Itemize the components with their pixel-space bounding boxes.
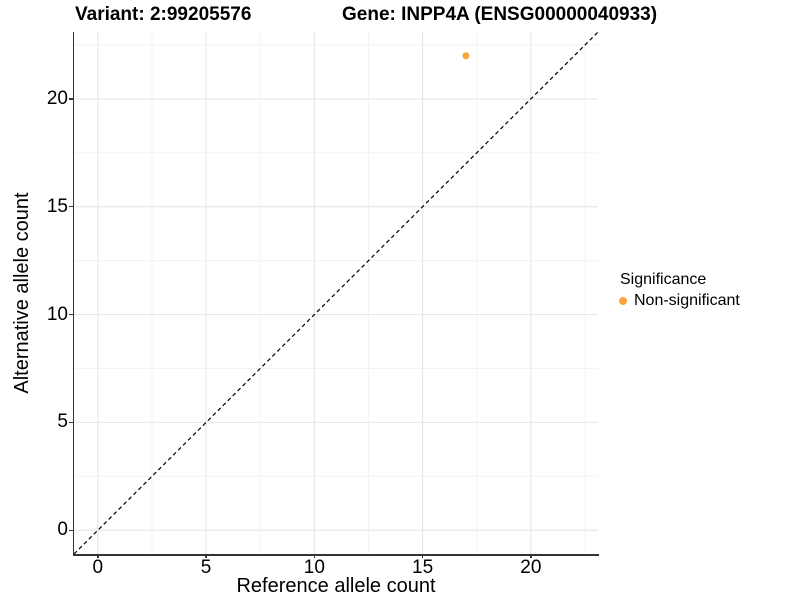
y-tick-label: 0 (57, 519, 68, 541)
plot-title-gene: Gene: INPP4A (ENSG00000040933) (342, 4, 658, 25)
x-tick-mark (421, 554, 424, 558)
y-axis-line (72, 32, 74, 555)
x-axis-title: Reference allele count (236, 575, 436, 597)
y-tick-mark (69, 98, 73, 100)
x-tick-label: 5 (200, 557, 212, 578)
y-tick-mark (69, 421, 73, 424)
legend-item: Non-significant (619, 292, 794, 310)
x-tick-mark (530, 554, 532, 558)
legend: Significance Non-significant (619, 271, 794, 310)
x-tick-mark (313, 554, 316, 558)
y-tick-label: 5 (57, 411, 68, 433)
x-tick-mark (205, 554, 207, 558)
plot-area-svg (74, 32, 598, 554)
y-tick-mark (69, 529, 73, 532)
legend-title: Significance (620, 271, 707, 288)
plot-panel (74, 32, 598, 554)
data-point (462, 52, 470, 60)
x-axis-line (72, 554, 599, 556)
plot-title-variant: Variant: 2:99205576 (75, 4, 252, 25)
legend-point-swatch-icon (619, 297, 627, 305)
y-axis-title: Alternative allele count (11, 192, 33, 394)
y-tick-mark (69, 313, 73, 316)
y-tick-label: 20 (46, 87, 68, 109)
legend-items: Non-significant (619, 292, 794, 310)
y-tick-label: 10 (46, 303, 68, 325)
x-tick-label: 15 (412, 557, 434, 578)
x-tick-label: 20 (520, 557, 542, 578)
x-tick-label: 0 (92, 557, 104, 578)
x-tick-label: 10 (303, 557, 325, 578)
y-tick-mark (69, 205, 73, 208)
y-tick-label: 15 (46, 195, 68, 217)
identity-line (74, 32, 598, 554)
legend-item-label: Non-significant (634, 292, 740, 309)
x-tick-mark (97, 554, 99, 558)
